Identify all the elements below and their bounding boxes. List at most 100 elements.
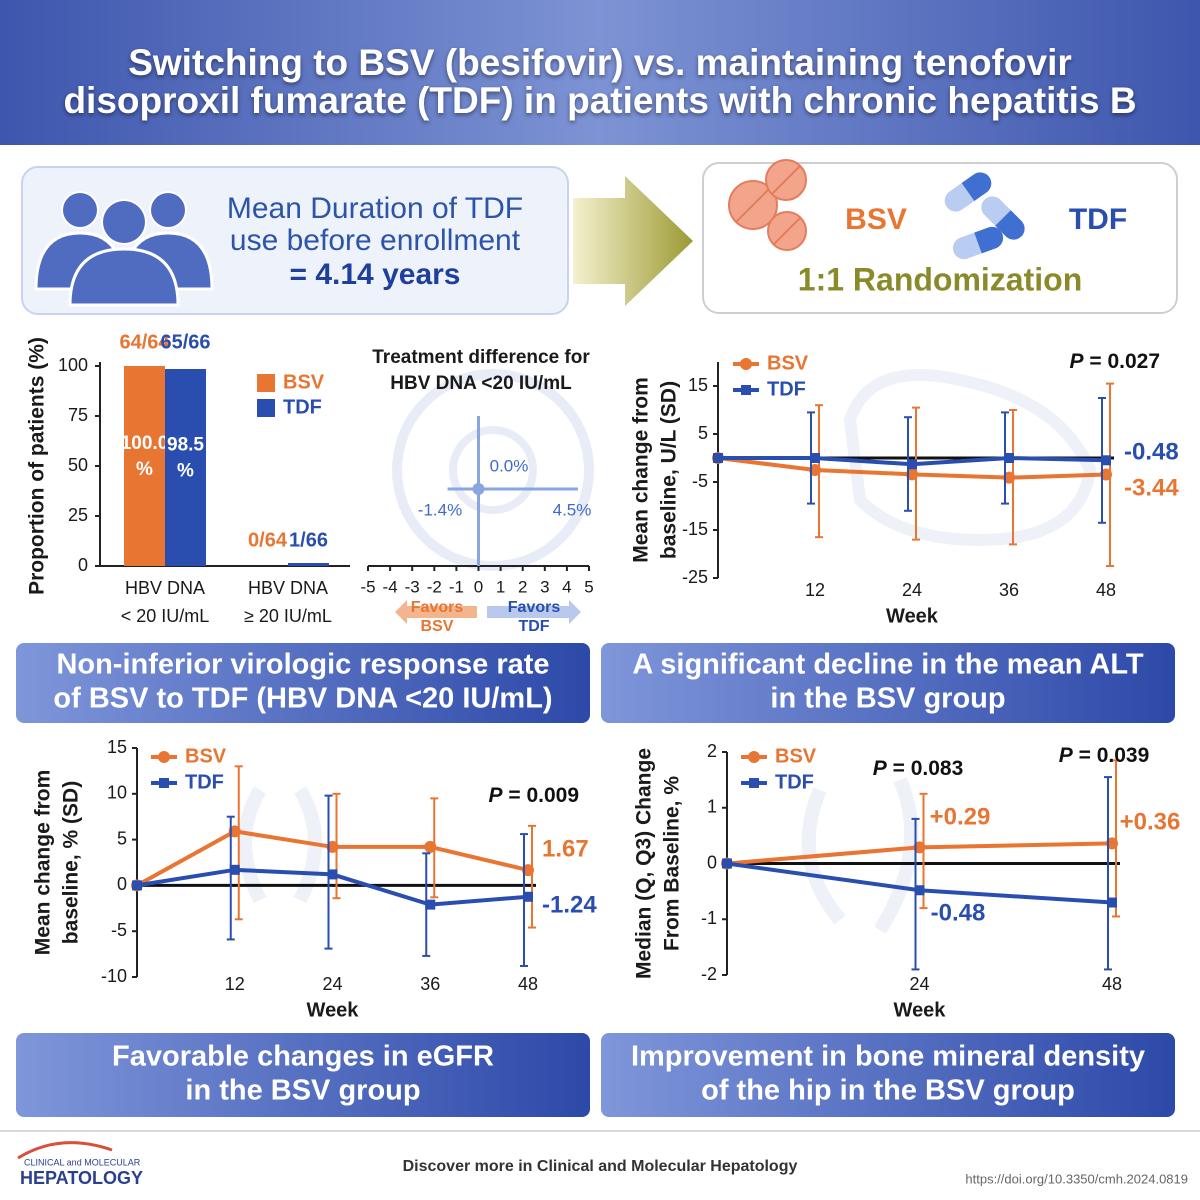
x-tick-label: 48 — [1096, 580, 1116, 600]
x-tick-label: 36 — [420, 974, 440, 994]
y-tick-label: -15 — [682, 519, 708, 539]
banner-text-line: of BSV to TDF (HBV DNA <20 IU/mL) — [53, 683, 552, 715]
y-tick-label: 1 — [707, 797, 717, 817]
x-tick-label: 36 — [999, 580, 1019, 600]
legend-marker — [158, 751, 170, 763]
p-value-text: = 0.027 — [1084, 350, 1160, 373]
legend-label-tdf: TDF — [185, 771, 224, 793]
y-tick-label: 5 — [698, 423, 708, 443]
difference-x-tick-label: -1 — [449, 577, 464, 596]
difference-ci-high-label: 4.5% — [553, 500, 592, 519]
bar-value-label: % — [136, 459, 153, 480]
series-point — [1107, 897, 1117, 908]
banner-text-line: A significant decline in the mean ALT — [632, 649, 1144, 681]
series-point — [914, 885, 925, 896]
series-point — [132, 880, 142, 891]
egfr-legend: BSV TDF — [151, 745, 227, 793]
capsule-half — [961, 172, 992, 202]
p-value-text: = 0.083 — [887, 757, 963, 780]
y-tick-label: 2 — [707, 741, 717, 761]
legend-marker — [749, 778, 759, 788]
x-axis-title: Week — [894, 999, 947, 1021]
y-tick-label: 15 — [107, 737, 127, 757]
banner-text-line: of the hip in the BSV group — [701, 1075, 1075, 1107]
legend-marker — [741, 385, 751, 395]
series-point — [1101, 455, 1111, 466]
x-tick-label: 12 — [805, 580, 825, 600]
bmd-line-chart: 2 1 0 -1 -2 24 48 Week Median (Q, Q3) Change From… — [633, 741, 1181, 1022]
enrollment-line-2: use before enrollment — [230, 224, 521, 257]
banner-text-line: Non-inferior virologic response rate — [56, 649, 549, 681]
capsule — [981, 196, 1025, 240]
bar-value-label: 100.0 — [121, 433, 169, 454]
y-axis-title: baseline, U/L (SD) — [658, 381, 681, 559]
favors-tdf-line-2: TDF — [518, 618, 549, 635]
series-point — [327, 869, 338, 880]
bar-count-label: 65/66 — [160, 331, 210, 353]
series-point — [425, 899, 436, 910]
randomization-tdf-label: TDF — [1069, 203, 1127, 236]
banner-background — [601, 643, 1175, 723]
y-axis-title: baseline, % (SD) — [60, 781, 83, 944]
egfr-p-value: P = 0.009 — [489, 784, 580, 807]
banner-text-line: in the BSV group — [185, 1075, 420, 1107]
x-category-label: HBV DNA — [125, 578, 205, 598]
difference-x-tick-label: 2 — [518, 577, 527, 596]
enrollment-value: = 4.14 years — [290, 258, 461, 291]
title-band — [0, 0, 1200, 145]
y-tick-label: 0 — [117, 874, 127, 894]
legend-label-bsv: BSV — [767, 352, 809, 374]
capsule-half — [974, 226, 1004, 254]
y-tick-label: 0 — [78, 555, 88, 575]
people-group-icon — [34, 191, 214, 307]
y-axis-title: Mean change from — [32, 770, 55, 956]
x-tick-label: 24 — [322, 974, 342, 994]
y-tick-label: 10 — [107, 783, 127, 803]
capsule-half — [995, 210, 1025, 240]
difference-x-tick-label: -5 — [360, 577, 375, 596]
legend-label-bsv: BSV — [775, 745, 817, 767]
series-point — [1004, 453, 1014, 463]
capsule-icon — [944, 172, 1025, 260]
randomization-box — [702, 162, 1178, 314]
bar-count-label: 64/64 — [119, 331, 170, 353]
legend-marker — [740, 358, 752, 370]
page-title-line-2: disoproxil fumarate (TDF) in patients wi… — [63, 80, 1137, 121]
series-point — [907, 459, 917, 470]
series-tdf — [132, 794, 533, 968]
person-body — [68, 247, 180, 307]
bmd-bsv-label-48: +0.36 — [1120, 808, 1181, 835]
y-tick-label: -5 — [692, 471, 708, 491]
favors-tdf-arrow-icon — [487, 600, 581, 624]
x-axis-title: Week — [307, 999, 360, 1021]
person-head — [103, 201, 145, 243]
tablet-score-line — [735, 187, 771, 223]
difference-x-tick-label: -2 — [427, 577, 442, 596]
y-tick-label: 5 — [117, 828, 127, 848]
favors-bsv-line-1: Favors — [411, 599, 464, 616]
banner-background — [16, 1033, 590, 1117]
banner-alt: A significant decline in the mean ALTin … — [601, 643, 1175, 723]
difference-x-tick-label: 4 — [562, 577, 571, 596]
bar-tdf-1 — [288, 563, 329, 566]
footer-doi-text: https://doi.org/10.3350/cmh.2024.0819 — [965, 1171, 1188, 1186]
x-category-label: ≥ 20 IU/mL — [244, 606, 332, 626]
virus-watermark-core — [449, 426, 537, 514]
series-point — [523, 891, 533, 902]
liver-watermark-icon — [843, 369, 1097, 547]
randomization-bsv-label: BSV — [845, 203, 907, 236]
series-point — [713, 453, 723, 463]
logo-main-text: HEPATOLOGY — [20, 1168, 143, 1188]
p-letter: P — [873, 757, 888, 780]
difference-title-line-2: HBV DNA <20 IU/mL — [390, 373, 572, 394]
legend-label-bsv: BSV — [283, 371, 325, 393]
p-value-text: = 0.039 — [1073, 744, 1149, 767]
x-category-label: < 20 IU/mL — [121, 606, 210, 626]
y-axis-title: Proportion of patients (%) — [26, 337, 49, 595]
x-tick-label: 24 — [902, 580, 922, 600]
alt-p-value: P = 0.027 — [1070, 350, 1161, 373]
